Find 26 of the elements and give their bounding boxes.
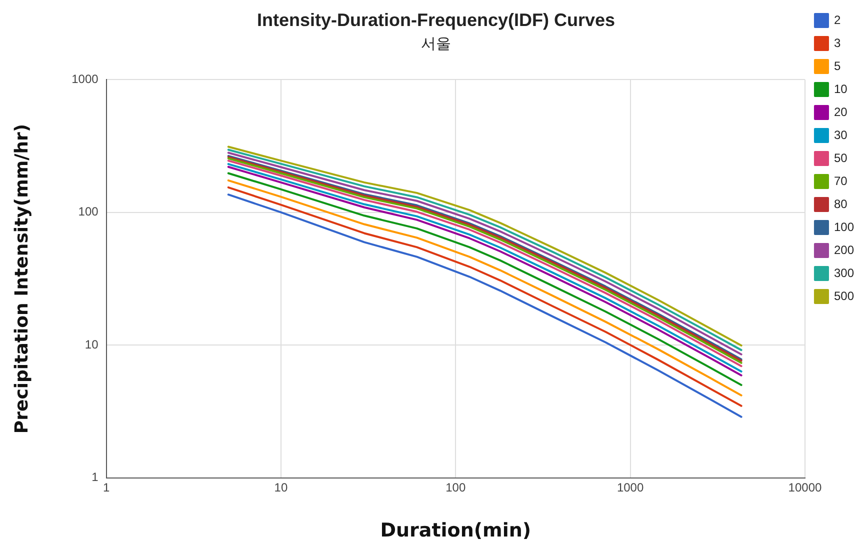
- x-tick-label: 10000: [788, 480, 822, 494]
- x-axis-title: Duration(min): [380, 520, 532, 542]
- y-tick-label: 1000: [72, 72, 99, 86]
- legend-label: 50: [834, 150, 848, 165]
- legend-label: 2: [834, 12, 841, 27]
- y-axis-title: Precipitation Intensity(mm/hr): [11, 124, 32, 434]
- legend-label: 80: [834, 196, 848, 211]
- y-tick-label: 10: [84, 337, 99, 352]
- legend-label: 5: [834, 58, 841, 73]
- legend-label: 3: [834, 36, 841, 50]
- legend-label: 100: [834, 220, 854, 234]
- legend-label: 200: [834, 242, 854, 257]
- legend-label: 70: [834, 174, 848, 188]
- x-tick-label: 100: [446, 480, 466, 494]
- y-tick-label: 1: [92, 470, 99, 484]
- legend-label: 500: [834, 288, 854, 303]
- legend-label: 10: [834, 82, 848, 96]
- legend-label: 30: [834, 128, 848, 142]
- x-tick-label: 10: [274, 480, 288, 494]
- legend-label: 20: [834, 104, 848, 119]
- x-tick-label: 1: [102, 480, 110, 494]
- legend-label: 300: [834, 266, 854, 280]
- y-tick-label: 100: [78, 204, 99, 219]
- x-tick-label: 1000: [616, 480, 644, 494]
- chart-title: Intensity-Duration-Frequency(IDF) Curves: [256, 10, 616, 30]
- chart-subtitle: 서울: [421, 34, 451, 52]
